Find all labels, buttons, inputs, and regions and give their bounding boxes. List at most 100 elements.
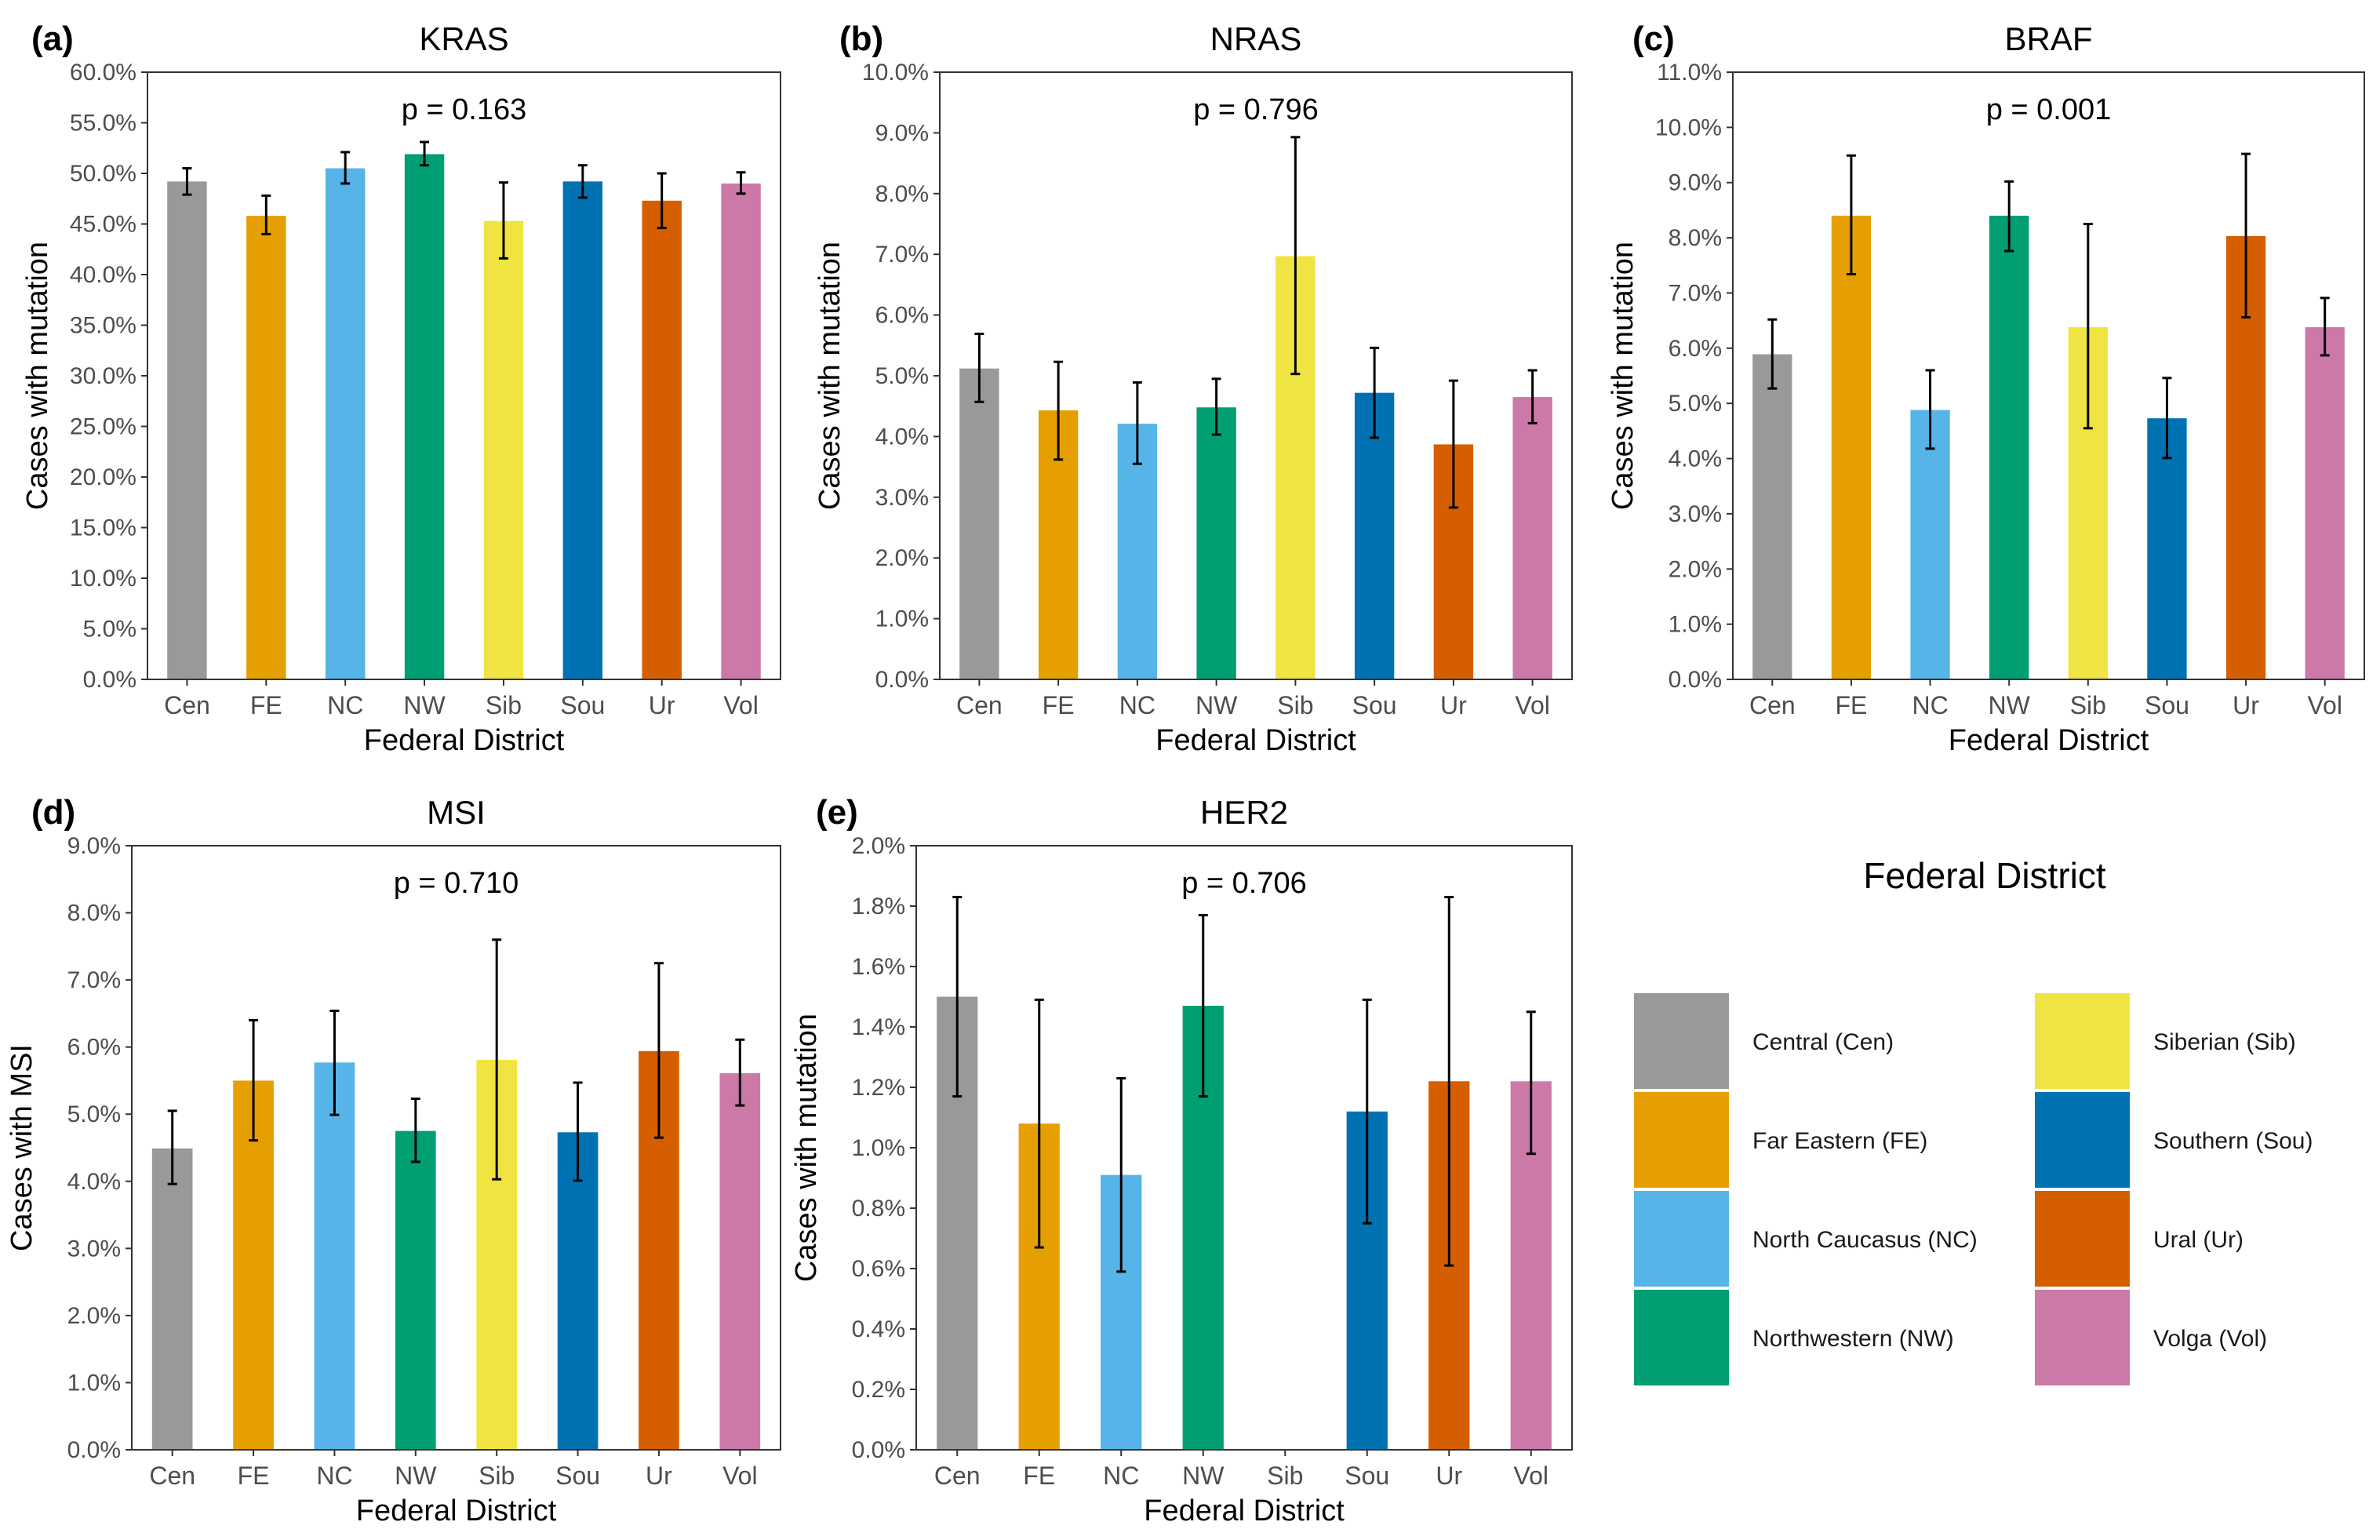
legend-label-sou: Southern (Sou) — [2153, 1128, 2313, 1154]
x-axis-title: Federal District — [1155, 724, 1356, 757]
x-tick-label: Cen — [934, 1462, 981, 1490]
y-tick-label: 0.8% — [852, 1196, 905, 1221]
plot-border — [1732, 71, 2365, 680]
y-tick-label: 3.0% — [875, 485, 929, 511]
y-tick-label: 8.0% — [67, 901, 121, 927]
y-tick-label: 0.0% — [67, 1437, 121, 1463]
x-tick-label: NC — [316, 1462, 352, 1490]
y-tick-label: 10.0% — [862, 60, 929, 86]
panel-letter: (b) — [839, 20, 883, 58]
bar-sib — [483, 220, 524, 679]
panel-title: NRAS — [1210, 20, 1302, 57]
x-tick-label: FE — [1835, 691, 1867, 719]
x-tick-label: FE — [1023, 1462, 1055, 1490]
y-tick-label: 50.0% — [70, 161, 136, 187]
y-tick-label: 3.0% — [67, 1236, 121, 1261]
y-tick-label: 35.0% — [70, 313, 136, 339]
y-tick-label: 0.6% — [852, 1256, 905, 1282]
panel-braf: (c) BRAF 0.0% 1.0% 2.0% 3.0% 4.0% 5.0% 6.0% 7.0% 8… — [1607, 20, 2365, 757]
plot-border — [915, 845, 1573, 1451]
x-tick-label: Cen — [164, 691, 210, 719]
panel-letter: (d) — [31, 793, 75, 832]
panel-title: KRAS — [419, 20, 508, 57]
panel-letter: (e) — [816, 793, 858, 832]
y-tick-label: 0.0% — [83, 667, 136, 693]
panel-title: HER2 — [1200, 794, 1288, 831]
legend-swatch-cen — [1634, 993, 1729, 1089]
x-tick-label: Sib — [486, 691, 522, 719]
x-tick-label: Sib — [1277, 691, 1313, 719]
legend-label-cen: Central (Cen) — [1752, 1029, 1894, 1055]
y-tick-label: 5.0% — [67, 1101, 121, 1127]
x-tick-label: Vol — [1515, 691, 1549, 719]
x-tick-label: NW — [1182, 1462, 1225, 1490]
y-axis-title: Cases with mutation — [21, 242, 54, 510]
bar-nc — [1117, 424, 1158, 679]
panel-letter: (c) — [1632, 20, 1675, 58]
bar-nw — [395, 1130, 436, 1450]
panel-title: MSI — [427, 794, 486, 831]
bar-vol — [1512, 397, 1552, 679]
y-tick-label: 5.0% — [83, 617, 136, 643]
x-tick-label: NW — [403, 691, 446, 719]
y-tick-label: 5.0% — [1669, 391, 1722, 417]
y-tick-label: 9.0% — [875, 120, 929, 146]
y-axis-title: Cases with mutation — [790, 1014, 823, 1282]
bar-nc — [1910, 410, 1950, 679]
x-tick-label: Sou — [555, 1462, 600, 1490]
x-tick-label: Sib — [1267, 1462, 1303, 1490]
y-tick-label: 30.0% — [70, 363, 136, 389]
bar-sou — [562, 181, 603, 679]
y-tick-label: 1.6% — [852, 954, 905, 980]
x-tick-label: NW — [1195, 691, 1238, 719]
y-tick-label: 11.0% — [1657, 60, 1722, 86]
legend: Federal District Central (Cen) Far Eastern… — [1634, 855, 2313, 1385]
y-tick-label: 2.0% — [1669, 556, 1722, 582]
panel-kras: (a) KRAS 0.0% 5.0% 10.0% 15.0% 20.0% 25.0% 30.0%… — [21, 20, 781, 757]
y-tick-label: 6.0% — [1669, 336, 1722, 362]
x-tick-label: Sou — [1345, 1462, 1389, 1490]
x-tick-label: Cen — [1749, 691, 1796, 719]
legend-label-sib: Siberian (Sib) — [2153, 1029, 2296, 1055]
x-tick-label: FE — [238, 1462, 270, 1490]
legend-swatch-nw — [1634, 1290, 1729, 1385]
p-value-annotation: p = 0.163 — [402, 93, 527, 126]
x-tick-label: Sou — [2145, 691, 2189, 719]
y-tick-label: 0.0% — [875, 667, 929, 693]
y-axis-title: Cases with MSI — [5, 1044, 38, 1251]
legend-swatch-fe — [1634, 1092, 1729, 1188]
p-value-annotation: p = 0.796 — [1193, 93, 1319, 126]
bar-sou — [2147, 418, 2187, 679]
plot-border — [147, 71, 781, 680]
y-tick-label: 6.0% — [875, 303, 929, 329]
y-tick-label: 7.0% — [67, 967, 121, 993]
y-axis-title: Cases with mutation — [813, 242, 846, 510]
y-tick-label: 1.0% — [875, 606, 929, 632]
x-tick-label: Vol — [722, 1462, 757, 1490]
panel-title: BRAF — [2004, 20, 2092, 57]
y-tick-label: 4.0% — [1669, 446, 1722, 472]
x-tick-label: Vol — [723, 691, 758, 719]
y-tick-label: 1.2% — [852, 1075, 905, 1101]
bar-cen — [167, 181, 207, 679]
legend-swatch-sib — [2035, 993, 2130, 1089]
bar-nc — [325, 168, 366, 680]
x-tick-label: Sib — [479, 1462, 515, 1490]
y-tick-label: 1.0% — [1669, 612, 1722, 638]
y-tick-label: 1.0% — [852, 1135, 905, 1161]
legend-title: Federal District — [1863, 855, 2106, 896]
x-axis-title: Federal District — [1144, 1494, 1345, 1527]
y-tick-label: 10.0% — [70, 566, 136, 592]
bar-vol — [719, 1073, 761, 1450]
x-tick-label: Sou — [560, 691, 605, 719]
bar-nw — [1989, 215, 2029, 680]
y-tick-label: 1.4% — [852, 1014, 905, 1040]
y-tick-label: 2.0% — [852, 833, 905, 859]
x-tick-label: Ur — [649, 691, 675, 719]
bar-vol — [721, 183, 761, 679]
y-tick-label: 8.0% — [1669, 225, 1722, 251]
p-value-annotation: p = 0.001 — [1986, 93, 2112, 126]
y-tick-label: 6.0% — [67, 1035, 121, 1061]
y-tick-label: 4.0% — [67, 1169, 121, 1195]
